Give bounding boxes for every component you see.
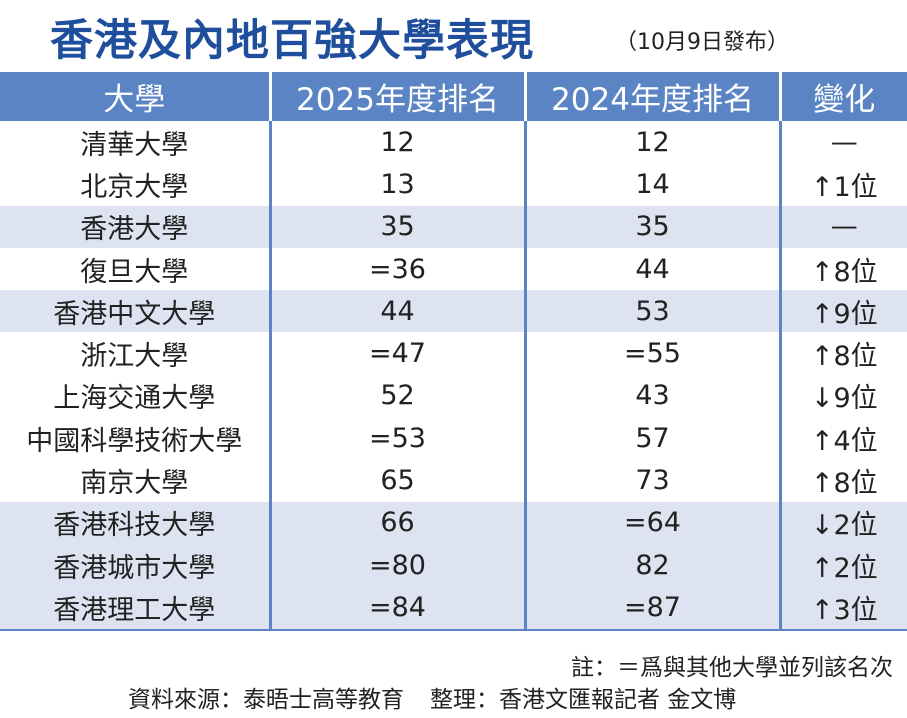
rank-2025-cell: 52 (268, 374, 525, 418)
rank-2024-cell: =64 (523, 501, 780, 544)
university-cell: 清華大學 (80, 129, 189, 161)
page-title: 香港及內地百強大學表現 (50, 16, 534, 66)
table-header-row: 大學 2025年度排名 2024年度排名 變化 (0, 72, 907, 121)
rank-2025-cell: =47 (268, 332, 525, 375)
table-row: 香港科技大學 66 =64 ↓2位 (0, 501, 907, 544)
university-cell: 浙江大學 (80, 341, 189, 373)
rank-2024-cell: 73 (523, 459, 780, 502)
source-credit: 資料來源：泰晤士高等教育 (128, 687, 404, 713)
table-row: 清華大學 12 12— (0, 121, 907, 164)
rank-2025-cell: 13 (268, 163, 525, 206)
change-cell: — (778, 121, 907, 164)
rank-2025-cell: 12 (268, 121, 525, 164)
rank-2024-cell: 35 (523, 205, 780, 248)
university-cell: 香港城市大學 (0, 543, 270, 587)
header-university: 大學 (0, 72, 270, 121)
rank-2024-cell: 43 (523, 374, 780, 418)
rank-2025-cell: 65 (268, 459, 525, 502)
change-cell: ↑8位 (778, 459, 907, 502)
university-cell: 香港理工大學 (0, 586, 270, 631)
page-subtitle: （10月9日發布） (615, 30, 789, 55)
rank-2024-cell: 53 (523, 290, 780, 333)
table-row: 復旦大學 =36 44 ↑8位 (0, 247, 907, 291)
table-row: 南京大學 65 73 ↑8位 (0, 459, 907, 502)
change-cell: — (778, 205, 907, 248)
header-change: 變化 (778, 72, 907, 121)
editor-credit: 整理：香港文匯報記者 金文博 (430, 687, 737, 713)
rank-2024-cell: 14 (523, 163, 780, 206)
header-rank-2024: 2024年度排名 (523, 72, 780, 121)
change-cell: ↑3位 (778, 586, 907, 631)
footnote: 註：＝爲與其他大學並列該名次 (571, 655, 893, 681)
table-row: 中國科學技術大學 =53 57 ↑4位 (0, 417, 907, 460)
change-cell: ↑1位 (778, 163, 907, 206)
rank-2025-cell: =84 (268, 586, 525, 631)
rank-2025-cell: 66 (268, 501, 525, 544)
rank-2024-cell: 82 (523, 543, 780, 587)
table-row: 北京大學 13 14 ↑1位 (0, 163, 907, 206)
university-cell: 香港大學 (0, 205, 270, 248)
rank-2024-cell: 12 (523, 121, 780, 164)
rank-2024-cell: =55 (523, 332, 780, 375)
university-cell: 復旦大學 (80, 256, 189, 288)
rank-2024-cell: 44 (523, 247, 780, 291)
rank-2025-cell: 35 (268, 205, 525, 248)
title-bar: 香港及內地百強大學表現 （10月9日發布） (0, 0, 907, 72)
rank-2024-cell: =87 (523, 586, 780, 631)
rank-2024-cell: 57 (523, 417, 780, 460)
table-row: 上海交通大學 52 43 ↓9位 (0, 374, 907, 418)
change-cell: ↑8位 (778, 247, 907, 291)
header-rank-2025: 2025年度排名 (268, 72, 525, 121)
change-cell: ↑8位 (778, 332, 907, 375)
table-row: 香港理工大學 =84 =87 ↑3位 (0, 586, 907, 631)
table-row: 香港城市大學 =80 82 ↑2位 (0, 543, 907, 587)
university-cell: 香港科技大學 (0, 501, 270, 544)
change-cell: ↑2位 (778, 543, 907, 587)
university-cell: 中國科學技術大學 (26, 425, 243, 457)
table-row: 浙江大學 =47 =55 ↑8位 (0, 332, 907, 375)
rank-2025-cell: =36 (268, 247, 525, 291)
ranking-table: 大學 2025年度排名 2024年度排名 變化 清華大學 12 12— 北京大學 13 1… (0, 72, 907, 631)
rank-2025-cell: =80 (268, 543, 525, 587)
rank-2025-cell: =53 (268, 417, 525, 460)
university-cell: 上海交通大學 (53, 383, 216, 415)
change-cell: ↑9位 (778, 290, 907, 333)
change-cell: ↑4位 (778, 417, 907, 460)
change-cell: ↓2位 (778, 501, 907, 544)
rank-2025-cell: 44 (268, 290, 525, 333)
source-line: 資料來源：泰晤士高等教育 整理：香港文匯報記者 金文博 (128, 680, 736, 714)
table-row: 香港大學 35 35— (0, 205, 907, 248)
university-cell: 香港中文大學 (0, 290, 270, 333)
change-cell: ↓9位 (778, 374, 907, 418)
university-cell: 南京大學 (80, 468, 189, 500)
university-cell: 北京大學 (80, 171, 189, 203)
table-row: 香港中文大學 44 53 ↑9位 (0, 290, 907, 333)
